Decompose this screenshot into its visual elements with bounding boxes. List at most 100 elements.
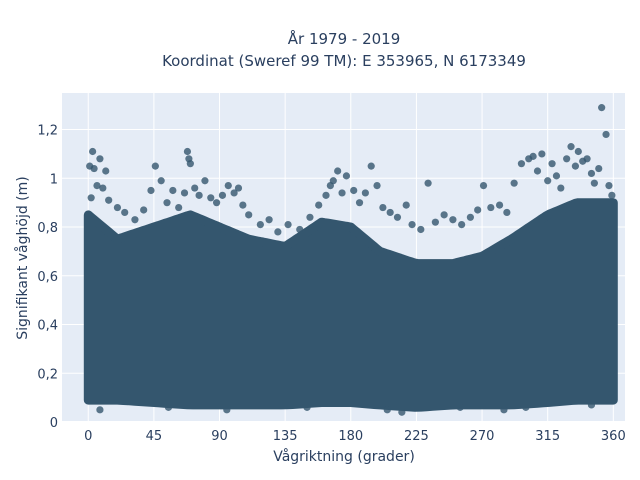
scatter-point xyxy=(180,189,189,197)
scatter-point xyxy=(102,167,110,175)
scatter-point xyxy=(256,221,264,229)
scatter-point xyxy=(230,189,238,197)
scatter-point xyxy=(458,221,466,229)
scatter-point xyxy=(431,218,439,226)
chart-title: År 1979 - 2019 xyxy=(288,29,401,48)
scatter-point xyxy=(583,155,591,163)
x-tick-label: 90 xyxy=(211,429,228,444)
scatter-point xyxy=(373,182,381,190)
scatter-point xyxy=(140,206,148,214)
scatter-point xyxy=(503,208,511,217)
scatter-point xyxy=(495,201,504,209)
scatter-point xyxy=(157,177,165,185)
scatter-point xyxy=(164,403,173,411)
data-series xyxy=(83,104,618,416)
scatter-point xyxy=(338,189,346,197)
scatter-point xyxy=(605,182,613,190)
scatter-point xyxy=(608,191,616,199)
y-tick-label: 1,2 xyxy=(37,124,58,139)
scatter-point xyxy=(303,403,311,411)
scatter-point xyxy=(517,160,526,168)
scatter-point xyxy=(529,152,537,160)
scatter-point xyxy=(393,213,402,221)
scatter-point xyxy=(598,104,606,112)
y-tick-label: 0,4 xyxy=(37,319,58,334)
scatter-point xyxy=(398,408,406,416)
scatter-point xyxy=(201,177,209,185)
scatter-point xyxy=(590,179,598,187)
scatter-point xyxy=(587,401,596,409)
scatter-point xyxy=(96,155,104,163)
scatter-point xyxy=(131,216,139,224)
y-tick-label: 0,6 xyxy=(37,270,58,285)
scatter-point xyxy=(239,201,247,209)
scatter-point xyxy=(169,186,177,195)
scatter-point xyxy=(571,162,580,170)
x-tick-label: 45 xyxy=(146,429,163,444)
x-axis-ticks: 0 45 90 135 180 225 270 315 360 xyxy=(84,429,626,444)
scatter-point xyxy=(90,164,98,173)
scatter-point xyxy=(87,194,95,202)
y-axis-ticks: 0 0,2 0,4 0,6 0,8 1 1,2 xyxy=(37,124,58,431)
scatter-point xyxy=(93,182,101,190)
scatter-point xyxy=(191,184,199,192)
scatter-point xyxy=(151,162,159,170)
scatter-point xyxy=(386,208,394,217)
scatter-point xyxy=(213,199,221,207)
x-tick-label: 360 xyxy=(601,429,626,444)
scatter-point xyxy=(567,143,575,151)
scatter-point xyxy=(329,177,337,185)
y-tick-label: 1 xyxy=(50,172,58,187)
x-tick-label: 180 xyxy=(338,429,363,444)
scatter-point xyxy=(544,177,552,185)
scatter-point xyxy=(533,167,542,175)
scatter-point xyxy=(574,147,582,156)
scatter-point xyxy=(350,186,358,195)
scatter-point xyxy=(355,199,364,207)
y-tick-label: 0,8 xyxy=(37,221,58,236)
scatter-point xyxy=(322,191,330,199)
scatter-point xyxy=(510,179,518,187)
scatter-point xyxy=(265,216,273,224)
scatter-point xyxy=(402,201,410,209)
scatter-point xyxy=(342,172,351,180)
scatter-point xyxy=(218,191,227,199)
y-axis-title: Signifikant våghöjd (m) xyxy=(14,176,31,339)
scatter-point xyxy=(175,203,183,212)
scatter-point xyxy=(121,208,129,217)
scatter-point xyxy=(284,221,292,229)
scatter-point xyxy=(552,172,561,180)
x-tick-label: 225 xyxy=(404,429,429,444)
scatter-point xyxy=(195,191,203,199)
scatter-point xyxy=(223,406,231,414)
scatter-point xyxy=(113,203,122,212)
scatter-point xyxy=(602,130,610,139)
scatter-point xyxy=(306,213,314,221)
scatter-point xyxy=(424,179,432,187)
scatter-point xyxy=(456,403,464,411)
scatter-point xyxy=(479,182,488,190)
scatter-point xyxy=(408,221,416,229)
scatter-point xyxy=(183,147,192,156)
scatter-point xyxy=(89,147,97,156)
scatter-point xyxy=(440,211,448,219)
scatter-point xyxy=(334,167,342,175)
scatter-point xyxy=(383,406,391,414)
scatter-point xyxy=(563,155,571,163)
scatter-point xyxy=(296,225,304,234)
chart-subtitle: Koordinat (Sweref 99 TM): E 353965, N 61… xyxy=(162,52,526,70)
scatter-point xyxy=(595,164,603,173)
x-tick-label: 315 xyxy=(535,429,560,444)
scatter-point xyxy=(557,184,565,192)
scatter-point xyxy=(224,182,232,190)
scatter-point xyxy=(522,403,530,411)
scatter-point xyxy=(474,206,482,214)
scatter-point xyxy=(315,201,323,209)
scatter-point xyxy=(207,194,215,202)
x-axis-title: Vågriktning (grader) xyxy=(273,448,415,465)
scatter-point xyxy=(105,196,113,204)
scatter-point xyxy=(361,189,369,197)
scatter-point xyxy=(449,216,457,224)
dense-point-band xyxy=(83,198,618,412)
